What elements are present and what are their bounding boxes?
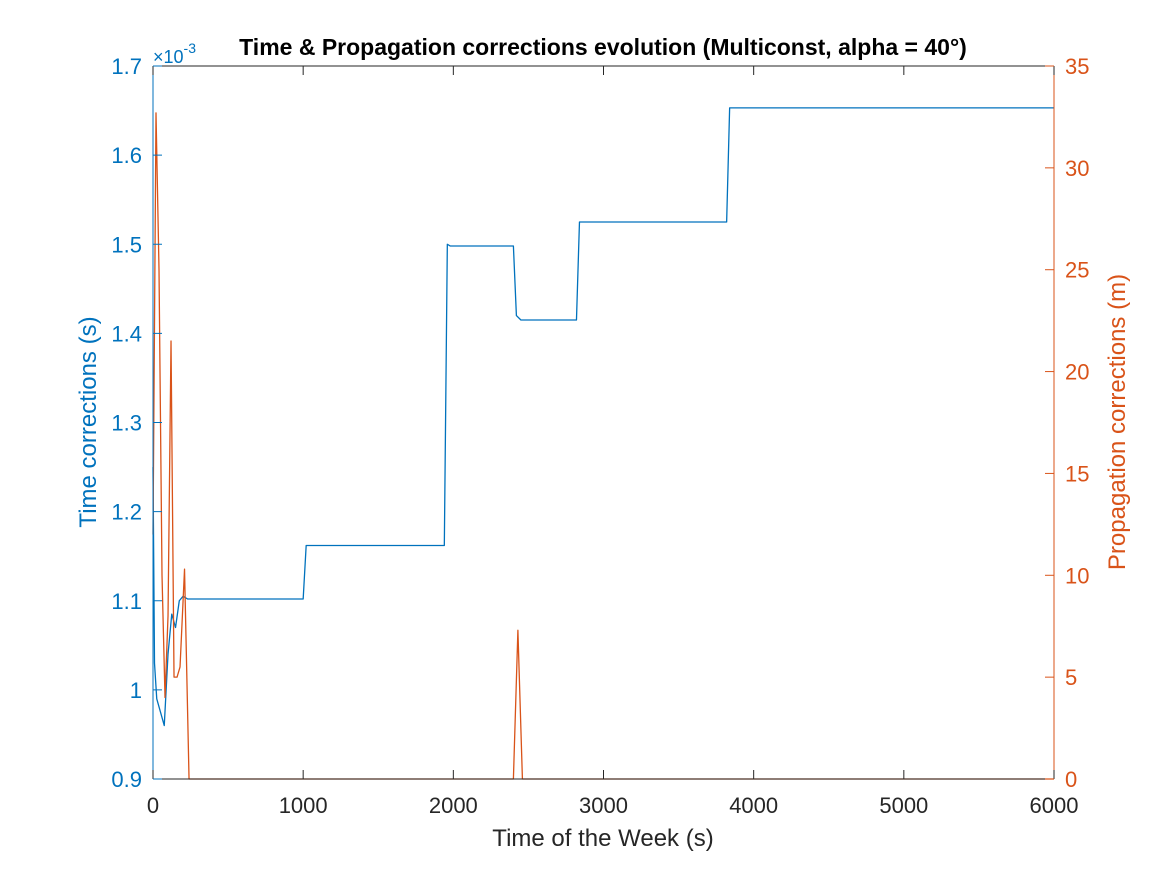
y-left-tick-label: 1.1 — [111, 589, 142, 614]
y-right-tick-label: 0 — [1065, 767, 1077, 792]
x-axis-label: Time of the Week (s) — [492, 825, 713, 852]
x-tick-label: 5000 — [879, 793, 928, 818]
y-left-exponent: ×10-3 — [153, 40, 196, 67]
series-line-time — [152, 107, 1054, 727]
x-tick-label: 4000 — [729, 793, 778, 818]
x-tick-label: 1000 — [279, 793, 328, 818]
y-right-tick-label: 5 — [1065, 665, 1077, 690]
x-tick-label: 6000 — [1030, 793, 1079, 818]
y-left-tick-label: 1.3 — [111, 411, 142, 436]
y-right-tick-label: 20 — [1065, 360, 1089, 385]
y-left-tick-label: 1 — [130, 678, 142, 703]
x-tick-label: 0 — [147, 793, 159, 818]
series-layer — [152, 107, 1054, 780]
x-tick-label: 2000 — [429, 793, 478, 818]
axes-layer — [152, 65, 1055, 780]
y-right-tick-label: 10 — [1065, 563, 1089, 588]
chart-title: Time & Propagation corrections evolution… — [239, 34, 967, 60]
y-left-axis-label: Time corrections (s) — [75, 316, 102, 527]
y-left-tick-label: 1.7 — [111, 54, 142, 79]
y-left-tick-label: 1.4 — [111, 321, 142, 346]
y-left-tick-label: 0.9 — [111, 767, 142, 792]
y-right-tick-label: 35 — [1065, 54, 1089, 79]
y-left-tick-label: 1.6 — [111, 143, 142, 168]
y-right-tick-label: 30 — [1065, 156, 1089, 181]
series-line-propagation — [152, 112, 1054, 780]
exponent-base: ×10 — [153, 47, 184, 67]
y-right-axis-label: Propagation corrections (m) — [1104, 274, 1131, 570]
exponent-power: -3 — [184, 40, 197, 56]
x-tick-label: 3000 — [579, 793, 628, 818]
y-left-tick-label: 1.5 — [111, 232, 142, 257]
y-right-tick-label: 15 — [1065, 461, 1089, 486]
y-left-tick-label: 1.2 — [111, 500, 142, 525]
y-right-tick-label: 25 — [1065, 258, 1089, 283]
ticks-layer: 0 1000 2000 3000 4000 5000 6000 0.9 1 1.1 1.2 1.3 1.… — [111, 54, 1089, 818]
